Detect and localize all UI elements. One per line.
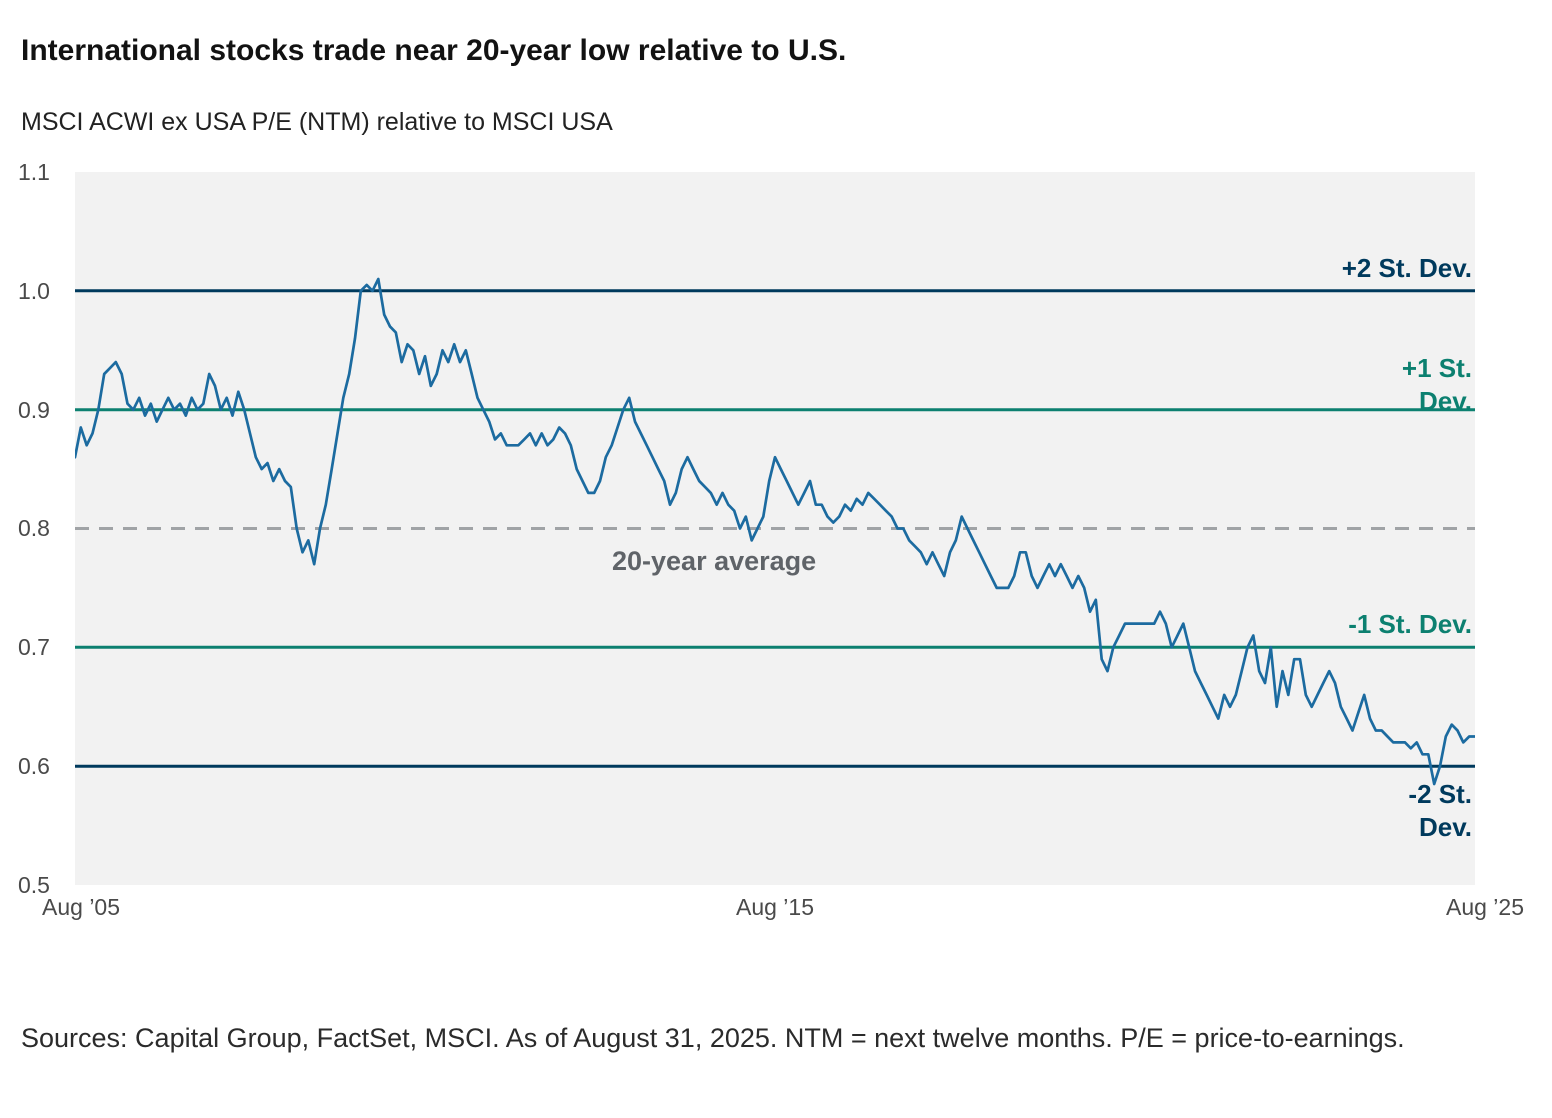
relative-pe-line-chart (73, 172, 1477, 885)
x-tick-label-aug25: Aug ’25 (1445, 894, 1524, 920)
y-tick-label: 0.9 (18, 397, 50, 423)
y-tick-label: 1.0 (18, 278, 50, 304)
y-tick-label: 0.7 (18, 634, 50, 660)
y-tick-label: 0.5 (18, 872, 50, 898)
plot-area (73, 172, 1477, 885)
page-title: International stocks trade near 20-year … (21, 34, 847, 68)
y-tick-label: 0.8 (18, 515, 50, 541)
minus-1-stdev-label: -1 St. Dev. (1348, 609, 1472, 639)
plus-1-stdev-label: +1 St. Dev. (1401, 353, 1472, 416)
twenty-year-average-label: 20-year average (612, 546, 817, 576)
plus-2-stdev-label: +2 St. Dev. (1341, 253, 1472, 283)
y-tick-label: 0.6 (18, 753, 50, 779)
minus-2-stdev-label: -2 St. Dev. (1408, 779, 1472, 842)
x-tick-label-aug15: Aug ’15 (735, 894, 814, 920)
x-tick-label-aug05: Aug ’05 (42, 894, 121, 920)
y-tick-label: 1.1 (18, 159, 50, 185)
source-note: Sources: Capital Group, FactSet, MSCI. A… (21, 1023, 1405, 1053)
chart-subtitle: MSCI ACWI ex USA P/E (NTM) relative to M… (21, 108, 613, 136)
